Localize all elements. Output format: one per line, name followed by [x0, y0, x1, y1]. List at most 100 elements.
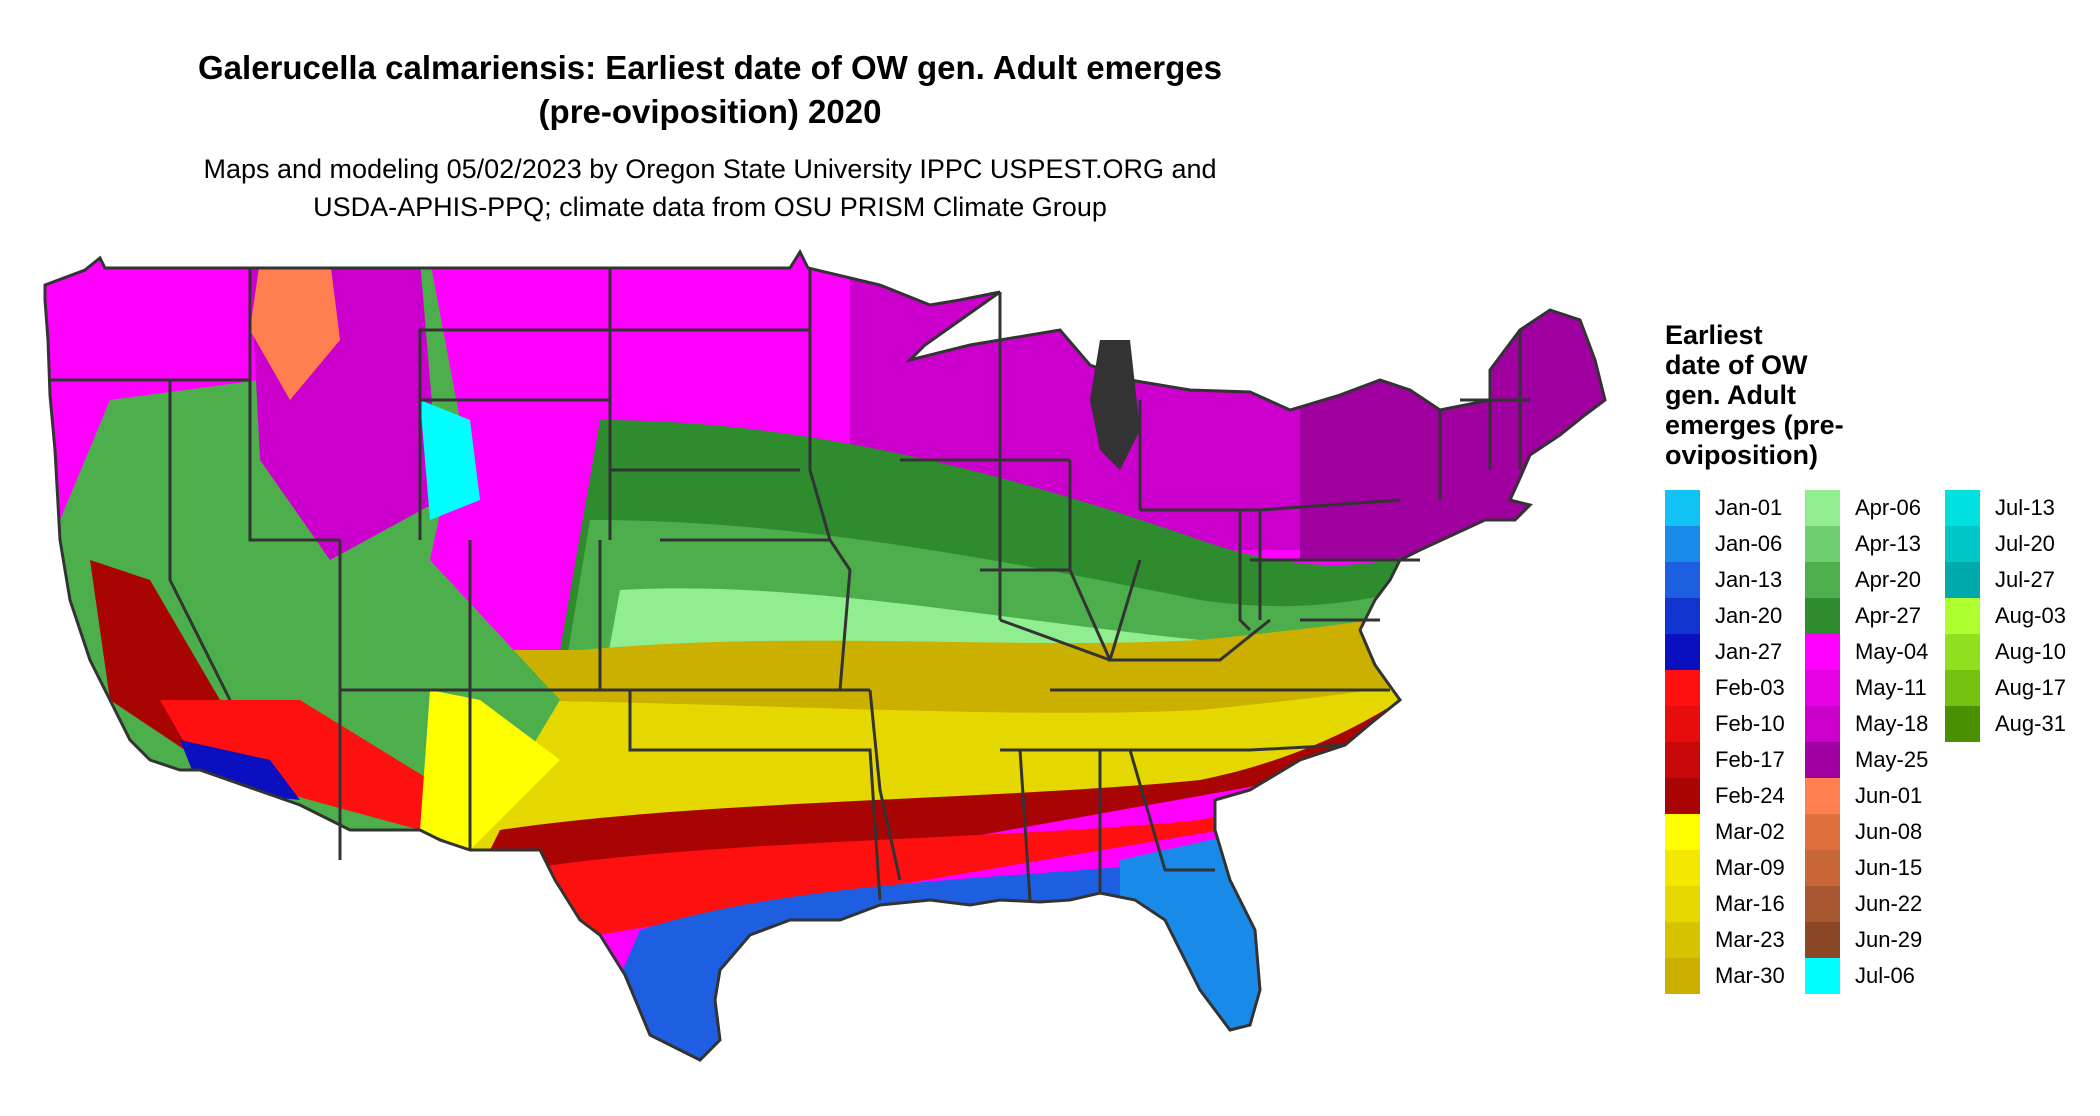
legend-item: Jun-08 — [1805, 814, 1945, 850]
legend-swatch — [1665, 706, 1700, 742]
legend-item: Apr-20 — [1805, 562, 1945, 598]
zone-feb-03 — [450, 740, 1400, 960]
legend-label: Feb-24 — [1715, 783, 1785, 808]
legend-swatch — [1945, 562, 1980, 598]
legend-label: Mar-16 — [1715, 891, 1785, 916]
legend-item: Mar-09 — [1665, 850, 1805, 886]
legend-item: Jul-13 — [1945, 490, 2085, 526]
legend-item: Jan-01 — [1665, 490, 1805, 526]
legend-swatch — [1945, 670, 1980, 706]
legend-item: Feb-17 — [1665, 742, 1805, 778]
legend-label: Jan-06 — [1715, 531, 1783, 556]
legend-label: Jun-29 — [1855, 927, 1923, 952]
legend-item: Feb-24 — [1665, 778, 1805, 814]
legend-label: Feb-17 — [1715, 747, 1785, 772]
legend-item: Jul-27 — [1945, 562, 2085, 598]
legend-label: Aug-03 — [1995, 603, 2066, 628]
legend-item: Apr-13 — [1805, 526, 1945, 562]
legend-title-line: emerges (pre- — [1665, 410, 1844, 440]
map-subtitle: Maps and modeling 05/02/2023 by Oregon S… — [190, 150, 1230, 226]
legend-item: Jun-01 — [1805, 778, 1945, 814]
zone-northwest-may-04 — [45, 260, 260, 520]
legend-title-line: date of OW — [1665, 350, 1808, 380]
legend-label: May-04 — [1855, 639, 1929, 664]
legend-swatch — [1805, 958, 1840, 994]
zone-northern-rockies-jun-01 — [250, 260, 340, 400]
legend-label: Jan-27 — [1715, 639, 1783, 664]
legend-label: Apr-13 — [1855, 531, 1922, 556]
legend-item: Mar-02 — [1665, 814, 1805, 850]
legend-item: Feb-03 — [1665, 670, 1805, 706]
legend-label: Mar-30 — [1715, 963, 1785, 988]
legend-label: Apr-06 — [1855, 495, 1922, 520]
legend-swatch — [1945, 706, 1980, 742]
legend-item: Mar-23 — [1665, 922, 1805, 958]
legend-swatch — [1805, 742, 1840, 778]
legend-title-line: oviposition) — [1665, 440, 1818, 470]
zone-jan-06 — [1120, 820, 1300, 1060]
legend-item: Jan-20 — [1665, 598, 1805, 634]
lake-michigan — [1090, 340, 1140, 470]
legend-label: Jul-06 — [1855, 963, 1915, 988]
legend-item: Apr-06 — [1805, 490, 1945, 526]
legend-swatch — [1665, 850, 1700, 886]
legend-label: Mar-02 — [1715, 819, 1785, 844]
legend-swatch — [1665, 562, 1700, 598]
map-title-line-2: (pre-oviposition) 2020 — [538, 93, 882, 130]
legend-column-3: Jul-13 Jul-20 Jul-27 Aug-03 Aug-10 Aug-17 Aug-… — [1945, 490, 2085, 742]
legend-swatch — [1665, 526, 1700, 562]
legend-swatch — [1945, 634, 1980, 670]
legend-swatch — [1805, 886, 1840, 922]
legend-item: May-04 — [1805, 634, 1945, 670]
zone-mountain-jul-06 — [420, 400, 480, 520]
legend-label: Jan-01 — [1715, 495, 1783, 520]
legend-swatch — [1805, 562, 1840, 598]
map-subtitle-line-1: Maps and modeling 05/02/2023 by Oregon S… — [203, 154, 1217, 184]
legend-label: Jun-22 — [1855, 891, 1923, 916]
legend-label: Mar-23 — [1715, 927, 1785, 952]
legend-item: Aug-03 — [1945, 598, 2085, 634]
legend-item: May-18 — [1805, 706, 1945, 742]
legend-title-line: Earliest — [1665, 320, 1763, 350]
legend-column-1: Jan-01 Jan-06 Jan-13 Jan-20 Jan-27 Feb-03 Feb-… — [1665, 490, 1805, 994]
legend-label: Jun-01 — [1855, 783, 1923, 808]
legend-label: Jul-13 — [1995, 495, 2055, 520]
legend-label: Apr-20 — [1855, 567, 1922, 592]
legend-swatch — [1665, 490, 1700, 526]
legend-item: Jan-13 — [1665, 562, 1805, 598]
legend-swatch — [1665, 958, 1700, 994]
legend-swatch — [1665, 742, 1700, 778]
state-boundaries — [50, 268, 1530, 901]
legend-swatch — [1665, 670, 1700, 706]
legend-label: May-25 — [1855, 747, 1929, 772]
legend-item: Jan-06 — [1665, 526, 1805, 562]
legend-swatch — [1945, 598, 1980, 634]
legend-swatch — [1805, 598, 1840, 634]
legend-label: Jul-27 — [1995, 567, 2055, 592]
legend-swatch — [1665, 886, 1700, 922]
legend-label: Aug-10 — [1995, 639, 2066, 664]
legend-item: Jan-27 — [1665, 634, 1805, 670]
legend-item: May-25 — [1805, 742, 1945, 778]
legend-item: Jul-20 — [1945, 526, 2085, 562]
legend-swatch — [1805, 706, 1840, 742]
legend-swatch — [1805, 490, 1840, 526]
zone-southwest-mar-02 — [420, 690, 560, 850]
zone-southwest-feb-03 — [160, 700, 430, 830]
legend-label: Mar-09 — [1715, 855, 1785, 880]
legend-swatch — [1945, 526, 1980, 562]
zone-may-25 — [1300, 260, 1605, 560]
legend-column-2: Apr-06 Apr-13 Apr-20 Apr-27 May-04 May-11 May-… — [1805, 490, 1945, 994]
legend-swatch — [1665, 598, 1700, 634]
legend-item: Jun-15 — [1805, 850, 1945, 886]
legend-swatch — [1945, 490, 1980, 526]
legend-item: Aug-17 — [1945, 670, 2085, 706]
legend-label: May-18 — [1855, 711, 1929, 736]
legend-swatch — [1805, 814, 1840, 850]
legend-swatch — [1805, 526, 1840, 562]
legend-swatch — [1805, 778, 1840, 814]
legend-label: Feb-10 — [1715, 711, 1785, 736]
legend-item: Mar-16 — [1665, 886, 1805, 922]
legend-label: Jan-13 — [1715, 567, 1783, 592]
